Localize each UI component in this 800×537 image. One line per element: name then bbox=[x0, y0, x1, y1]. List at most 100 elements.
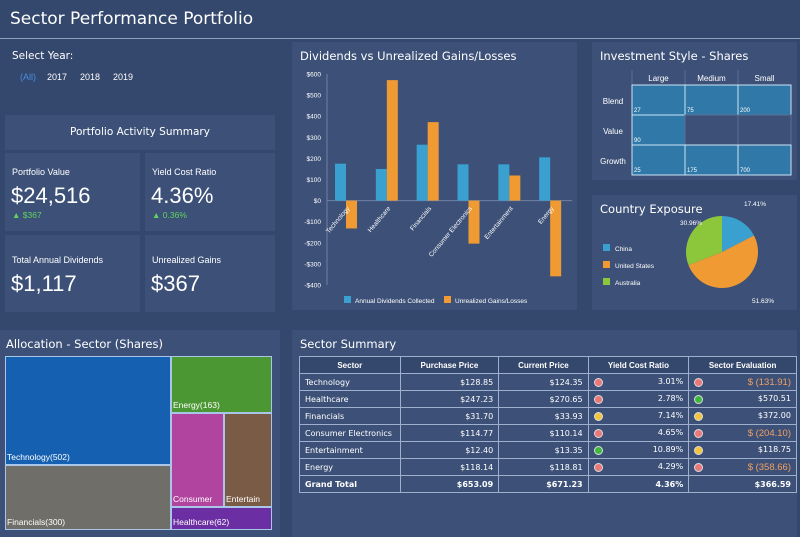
treemap-cell-technology[interactable]: Technology(502) bbox=[5, 356, 171, 465]
status-red-icon bbox=[593, 395, 603, 404]
cell-text: $13.35 bbox=[554, 445, 583, 455]
legend-swatch bbox=[444, 296, 451, 303]
status-red-icon bbox=[694, 377, 704, 387]
table-cell: $31.70 bbox=[399, 407, 500, 425]
dividends-bar[interactable] bbox=[539, 157, 551, 201]
table-row[interactable]: Financials $31.70 $33.93 7.14% $372.00 bbox=[299, 407, 797, 425]
table-cell: $ (358.66) bbox=[688, 458, 797, 476]
dividends-bar[interactable] bbox=[335, 163, 346, 201]
gains-bar[interactable] bbox=[509, 175, 521, 201]
heatmap-cell[interactable] bbox=[684, 144, 739, 176]
table-cell: Healthcare bbox=[299, 390, 401, 408]
heatmap-value: 75 bbox=[687, 108, 694, 114]
cell-text: $33.93 bbox=[554, 411, 583, 421]
kpi-value: 4.36% bbox=[151, 183, 214, 208]
dividends-bar[interactable] bbox=[498, 164, 510, 201]
heatmap-cell[interactable] bbox=[737, 144, 792, 176]
status-yellow-icon bbox=[694, 412, 704, 421]
dividends-bar[interactable] bbox=[375, 168, 387, 201]
legend-label: Annual Dividends Collected bbox=[355, 298, 435, 305]
status-red-icon bbox=[694, 428, 704, 438]
table-row[interactable]: Consumer Electronics $114.77 $110.14 4.65% $… bbox=[299, 424, 797, 442]
gains-bar[interactable] bbox=[427, 122, 439, 201]
legend-label: Australia bbox=[615, 280, 641, 287]
gains-bar[interactable] bbox=[550, 200, 562, 277]
gains-bar[interactable] bbox=[346, 200, 357, 229]
table-cell: $366.59 bbox=[688, 475, 797, 493]
dividends-bar[interactable] bbox=[416, 144, 428, 201]
treemap-cell-consumer[interactable]: Consumer bbox=[171, 413, 224, 507]
cell-text: $12.40 bbox=[465, 445, 494, 455]
y-tick-label: $200 bbox=[307, 156, 322, 163]
up-arrow-icon: ▲ bbox=[12, 210, 23, 220]
cell-text: $671.23 bbox=[546, 479, 583, 489]
year-option-2019[interactable]: 2019 bbox=[113, 72, 134, 82]
heatmap-cell[interactable] bbox=[737, 84, 792, 116]
table-header-row: Sector Purchase Price Current Price Yield C… bbox=[299, 356, 797, 374]
table-row[interactable]: Technology $128.85 $124.35 3.01% $ (131.91) bbox=[299, 373, 797, 391]
grand-total-row: Grand Total $653.09 $671.23 4.36% $366.59 bbox=[299, 475, 797, 493]
x-category-label: Consumer Electronics bbox=[428, 205, 475, 259]
x-category-label: Entertainment bbox=[483, 205, 514, 241]
treemap-cell-entertainment[interactable]: Entertain bbox=[224, 413, 272, 507]
cell-text: $128.85 bbox=[460, 377, 494, 387]
y-tick-label: $600 bbox=[307, 72, 322, 79]
pie-value-label: 51.63% bbox=[752, 298, 774, 305]
table-cell: Grand Total bbox=[299, 475, 401, 493]
treemap-label: Energy(163) bbox=[173, 400, 220, 410]
table-cell: Technology bbox=[299, 373, 401, 391]
cell-text: $110.14 bbox=[549, 428, 583, 438]
table-cell: $372.00 bbox=[688, 407, 797, 425]
investment-style-heatmap: Large Medium Small Blend 27 75 200 Value 90 Growt… bbox=[600, 70, 792, 176]
heatmap-cell-empty bbox=[737, 114, 792, 146]
column-header[interactable]: Current Price bbox=[498, 356, 589, 374]
table-cell: 7.14% bbox=[587, 407, 690, 425]
pie-value-label: 17.41% bbox=[744, 201, 766, 208]
gains-bar[interactable] bbox=[386, 80, 398, 201]
heatmap-value: 25 bbox=[634, 168, 641, 174]
heatmap-cell-empty bbox=[684, 114, 739, 146]
dividends-bar[interactable] bbox=[457, 164, 469, 201]
year-option-2018[interactable]: 2018 bbox=[80, 72, 101, 82]
treemap-cell-healthcare[interactable]: Healthcare(62) bbox=[171, 507, 272, 530]
treemap-label: Entertain bbox=[226, 494, 261, 504]
year-option-2017[interactable]: 2017 bbox=[47, 72, 68, 82]
table-cell: Consumer Electronics bbox=[299, 424, 401, 442]
treemap-cell-financials[interactable]: Financials(300) bbox=[5, 465, 171, 530]
kpi-label: Total Annual Dividends bbox=[12, 255, 104, 265]
column-header[interactable]: Sector bbox=[299, 356, 401, 374]
cell-text: 2.78% bbox=[657, 394, 684, 403]
legend-swatch bbox=[603, 278, 610, 285]
column-label: Medium bbox=[697, 74, 726, 83]
kpi-yield-cost-ratio: Yield Cost Ratio 4.36% ▲ 0.36% bbox=[145, 153, 275, 231]
table-cell: 10.89% bbox=[587, 441, 690, 459]
pie-slice[interactable] bbox=[688, 235, 758, 288]
table-row[interactable]: Healthcare $247.23 $270.65 2.78% $570.51 bbox=[299, 390, 797, 408]
heatmap-cell[interactable] bbox=[684, 84, 739, 116]
column-header[interactable]: Yield Cost Ratio bbox=[587, 356, 690, 374]
kpi-value: $24,516 bbox=[11, 183, 91, 208]
status-green-icon bbox=[593, 446, 603, 455]
pie-slice[interactable] bbox=[722, 216, 754, 252]
cell-text: 7.14% bbox=[657, 411, 684, 420]
y-tick-label: $300 bbox=[307, 135, 322, 142]
year-option-all[interactable]: (All) bbox=[20, 72, 36, 82]
gains-bar[interactable] bbox=[468, 200, 480, 244]
column-header[interactable]: Sector Evaluation bbox=[688, 356, 797, 374]
column-header[interactable]: Purchase Price bbox=[399, 356, 500, 374]
table-cell: $12.40 bbox=[399, 441, 500, 459]
table-row[interactable]: Energy $118.14 $118.81 4.29% $ (358.66) bbox=[299, 458, 797, 476]
table-row[interactable]: Entertainment $12.40 $13.35 10.89% $118.75 bbox=[299, 441, 797, 459]
status-red-icon bbox=[593, 429, 603, 438]
pie-slice[interactable] bbox=[686, 216, 722, 266]
table-cell: $270.65 bbox=[498, 390, 589, 408]
kpi-label: Yield Cost Ratio bbox=[152, 167, 217, 177]
treemap-cell-energy[interactable]: Energy(163) bbox=[171, 356, 272, 413]
cell-text: $ (131.91) bbox=[747, 376, 791, 388]
cell-text: $653.09 bbox=[456, 479, 494, 489]
cell-text: $114.77 bbox=[460, 428, 494, 438]
cell-text: $31.70 bbox=[465, 411, 494, 421]
legend-swatch bbox=[603, 261, 610, 268]
table-cell: 4.65% bbox=[587, 424, 690, 442]
status-red-icon bbox=[694, 462, 704, 472]
